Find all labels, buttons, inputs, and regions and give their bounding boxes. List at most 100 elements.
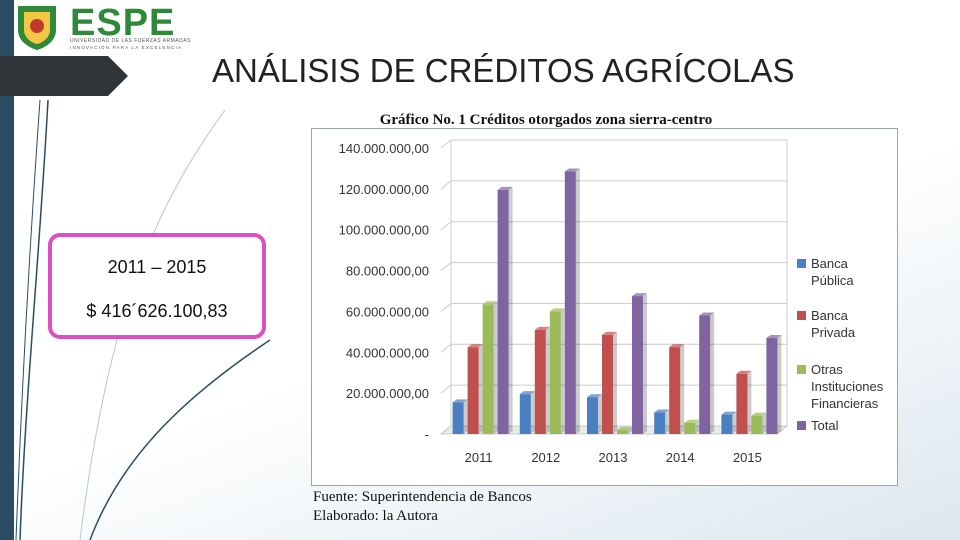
bar-top (482, 301, 498, 305)
bar (684, 422, 696, 434)
bar-side (643, 293, 647, 434)
y-tick-label: 40.000.000,00 (346, 345, 429, 360)
bar (549, 311, 561, 434)
bar-side (560, 308, 565, 434)
x-tick-label: 2011 (465, 450, 493, 465)
bar-side (463, 399, 468, 434)
bar (482, 304, 494, 434)
summary-years: 2011 – 2015 (107, 257, 207, 277)
bar-top (669, 344, 685, 348)
legend-label: Banca Privada (811, 308, 856, 340)
y-tick-label: 100.000.000,00 (339, 223, 429, 238)
bar-side (545, 326, 550, 434)
bar-top (654, 409, 670, 413)
bar-top (549, 308, 565, 312)
bar-top (587, 394, 602, 398)
bar (452, 402, 464, 434)
bar-side (628, 426, 632, 434)
crest-icon (18, 6, 56, 50)
bar-side (665, 409, 670, 434)
legend-label: Banca Pública (811, 256, 854, 288)
bar-chart: - 20.000.000,00 40.000.000,00 60.000.000,00… (339, 139, 884, 465)
bar-side (493, 301, 498, 434)
y-tick-label: 20.000.000,00 (346, 386, 429, 401)
bar-top (534, 326, 550, 330)
summary-amount: $ 416´626.100,83 (86, 301, 228, 321)
title-tab-shape (0, 56, 128, 96)
bar (534, 329, 546, 434)
source-note: Fuente: Superintendencia de Bancos (313, 489, 532, 505)
bar (602, 334, 613, 434)
logo-line1: UNIVERSIDAD DE LAS FUERZAS ARMADAS (70, 38, 191, 44)
bar-side (613, 331, 617, 434)
legend-swatch (797, 311, 806, 320)
bar-top (467, 344, 483, 348)
x-tick-label: 2015 (733, 450, 762, 465)
bar-side (598, 394, 602, 434)
bar (654, 412, 666, 434)
bar-top (497, 186, 513, 190)
left-accent-bar (0, 0, 14, 540)
x-tick-label: 2014 (666, 450, 695, 465)
legend-label: Total (811, 418, 839, 433)
bar-top (519, 391, 535, 395)
y-tick-label: 120.000.000,00 (339, 182, 429, 197)
legend-swatch (797, 421, 806, 430)
bar (587, 397, 598, 434)
bar (467, 347, 479, 434)
bar (632, 296, 643, 434)
bar (721, 414, 733, 434)
gridline (440, 221, 787, 231)
legend-label: Otras Instituciones Financieras (811, 362, 884, 411)
bar (766, 337, 778, 434)
bar-top (602, 331, 617, 335)
y-tick-label: 140.000.000,00 (339, 141, 429, 156)
bar-top (617, 426, 632, 430)
bar-side (478, 344, 483, 434)
y-tick-label: 60.000.000,00 (346, 304, 429, 319)
logo-wordmark: ESPE (70, 2, 176, 44)
bar (519, 394, 531, 434)
bar-top (721, 411, 737, 415)
bar-top (564, 168, 580, 172)
bar-side (747, 370, 752, 434)
bar (564, 171, 576, 434)
bar (699, 315, 711, 434)
bar-side (695, 419, 700, 434)
bar-side (680, 344, 685, 434)
bar-top (684, 419, 700, 423)
chart-title: Gráfico No. 1 Créditos otorgados zona si… (379, 112, 713, 128)
bar-top (751, 412, 767, 416)
gridline (440, 139, 787, 149)
gridline (440, 180, 787, 190)
gridline (440, 302, 787, 312)
bar-top (766, 334, 782, 338)
bar (617, 429, 628, 434)
bar-side (732, 411, 737, 434)
legend-swatch (797, 259, 806, 268)
x-tick-label: 2013 (599, 450, 628, 465)
bar-side (762, 412, 767, 434)
y-tick-label: - (425, 427, 429, 442)
author-note: Elaborado: la Autora (313, 508, 438, 524)
bar (497, 189, 509, 434)
bar-top (736, 370, 752, 374)
y-tick-label: 80.000.000,00 (346, 264, 429, 279)
x-tick-label: 2012 (531, 450, 560, 465)
slide-title: ANÁLISIS DE CRÉDITOS AGRÍCOLAS (212, 52, 795, 89)
bar-top (632, 293, 647, 297)
legend-swatch (797, 365, 806, 374)
bar (751, 415, 763, 434)
bar-side (710, 312, 715, 434)
bar-side (575, 168, 580, 434)
bar-side (530, 391, 535, 434)
bar-top (699, 312, 715, 316)
summary-box: 2011 – 2015 $ 416´626.100,83 (48, 233, 266, 339)
espe-logo: ESPE UNIVERSIDAD DE LAS FUERZAS ARMADAS … (14, 2, 190, 50)
bar-side (777, 334, 782, 434)
bar-top (452, 399, 468, 403)
bar (736, 373, 748, 434)
gridline (440, 262, 787, 271)
logo-line2: INNOVACIÓN PARA LA EXCELENCIA (70, 45, 183, 50)
bar-side (508, 186, 513, 434)
